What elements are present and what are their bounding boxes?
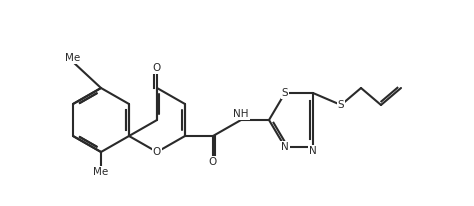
Text: N: N [281, 142, 289, 152]
Text: S: S [337, 100, 344, 110]
Text: S: S [282, 88, 288, 98]
Text: N: N [309, 146, 317, 156]
Text: Me: Me [65, 53, 81, 63]
Text: O: O [153, 147, 161, 157]
Text: O: O [209, 157, 217, 167]
Text: Me: Me [93, 167, 109, 177]
Text: O: O [153, 63, 161, 73]
Text: NH: NH [233, 109, 249, 119]
